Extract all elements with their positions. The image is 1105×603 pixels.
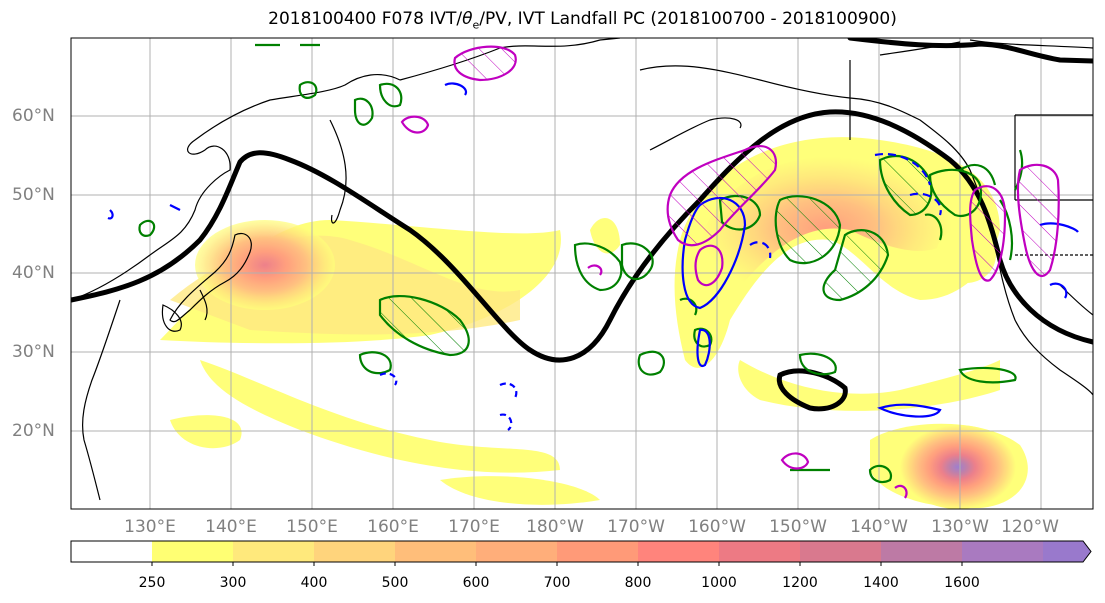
lat-label: 50°N <box>12 185 55 205</box>
map-title: 2018100400 F078 IVT/θe/PV, IVT Landfall … <box>268 9 897 32</box>
lon-label: 140°E <box>205 517 257 537</box>
colorbar-segment <box>395 541 476 562</box>
colorbar-segment <box>881 541 962 562</box>
lon-label: 170°W <box>607 517 665 537</box>
colorbar-segment <box>557 541 638 562</box>
coastlines <box>71 38 1093 501</box>
colorbar-segment <box>800 541 881 562</box>
colorbar-segment <box>719 541 800 562</box>
colorbar-tick-label: 400 <box>300 575 328 591</box>
lon-label: 160°W <box>688 517 746 537</box>
map-frame <box>70 37 1094 510</box>
lat-label: 20°N <box>12 421 55 441</box>
lon-label: 180°W <box>526 517 584 537</box>
lon-label: 130°W <box>931 517 989 537</box>
colorbar-segment <box>638 541 719 562</box>
colorbar-segment <box>233 541 314 562</box>
colorbar-tick-label: 600 <box>462 575 490 591</box>
lat-label: 30°N <box>12 342 55 362</box>
colorbar-segment <box>152 541 233 562</box>
colorbar-tick-label: 800 <box>624 575 652 591</box>
colorbar-tick-label: 1600 <box>944 575 980 591</box>
colorbar-tick-label: 250 <box>138 575 166 591</box>
colorbar-tick-label: 1400 <box>863 575 899 591</box>
colorbar-tick-label: 300 <box>219 575 247 591</box>
lon-label: 120°W <box>1001 517 1059 537</box>
colorbar-segment <box>1043 541 1091 562</box>
lon-label: 150°W <box>769 517 827 537</box>
colorbar-segment <box>71 541 152 562</box>
lon-label: 150°E <box>286 517 338 537</box>
colorbar-outline <box>70 540 1092 563</box>
colorbar <box>70 540 1092 566</box>
lon-label: 160°E <box>367 517 419 537</box>
lat-label: 60°N <box>12 106 55 126</box>
colorbar-segment <box>962 541 1043 562</box>
colorbar-tick-label: 500 <box>381 575 409 591</box>
pv-contours <box>400 45 1060 499</box>
lon-label: 170°E <box>448 517 500 537</box>
lon-label: 140°W <box>850 517 908 537</box>
colorbar-segment <box>476 541 557 562</box>
colorbar-tick-label: 1000 <box>701 575 737 591</box>
lon-label: 130°E <box>124 517 176 537</box>
colorbar-tick-label: 700 <box>543 575 571 591</box>
colorbar-tick-label: 1200 <box>782 575 818 591</box>
colorbar-segment <box>314 541 395 562</box>
lat-label: 40°N <box>12 263 55 283</box>
